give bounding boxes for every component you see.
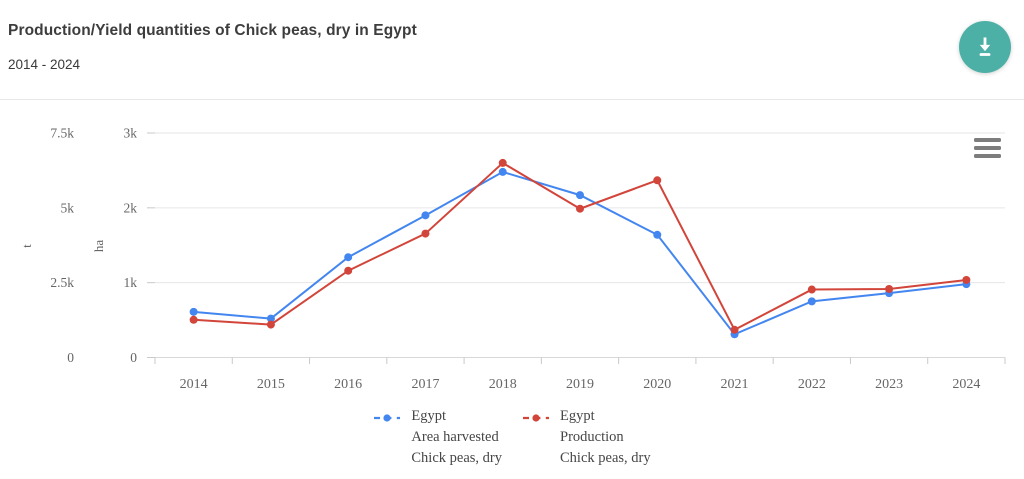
data-point[interactable]: [653, 230, 662, 239]
legend-line-country: Egypt: [560, 408, 595, 424]
data-point[interactable]: [344, 266, 353, 275]
x-axis-label: 2018: [489, 377, 517, 392]
date-range-subtitle: 2014 - 2024: [8, 57, 81, 72]
data-point[interactable]: [730, 325, 739, 334]
x-axis-label: 2022: [798, 377, 826, 392]
y-axis-tick-label-t: 0: [67, 350, 74, 365]
y-axis-tick-label-ha: 0: [130, 350, 137, 365]
x-axis-label: 2017: [411, 377, 439, 392]
data-point[interactable]: [498, 167, 507, 176]
page-title: Production/Yield quantities of Chick pea…: [8, 22, 417, 39]
data-point[interactable]: [344, 253, 353, 262]
data-point[interactable]: [653, 176, 662, 185]
data-point[interactable]: [421, 211, 430, 220]
x-axis-label: 2019: [566, 377, 594, 392]
download-button[interactable]: [959, 21, 1011, 73]
legend-item-area-harvested[interactable]: Egypt Area harvested Chick peas, dry: [373, 406, 502, 469]
data-point[interactable]: [189, 315, 198, 324]
header-divider: [0, 99, 1024, 100]
x-axis-label: 2024: [952, 377, 980, 392]
legend-item-production[interactable]: Egypt Production Chick peas, dry: [522, 406, 651, 469]
y-axis-tick-label-t: 7.5k: [50, 126, 74, 141]
x-axis-label: 2016: [334, 377, 362, 392]
data-point[interactable]: [189, 307, 198, 316]
chart-legend: Egypt Area harvested Chick peas, dry Egy…: [0, 406, 1024, 469]
data-point[interactable]: [807, 297, 816, 306]
y-axis-tick-label-ha: 1k: [124, 275, 138, 290]
hamburger-icon: [974, 146, 1001, 150]
hamburger-icon: [974, 154, 1001, 158]
y-axis-tick-label-ha: 3k: [124, 126, 138, 141]
legend-marker-icon: [523, 414, 549, 422]
data-point[interactable]: [498, 158, 507, 167]
x-axis-label: 2023: [875, 377, 903, 392]
x-axis-label: 2020: [643, 377, 671, 392]
data-point[interactable]: [885, 284, 894, 293]
legend-marker-icon: [374, 414, 401, 422]
y-axis-title-ha: ha: [91, 240, 106, 253]
legend-line-item: Chick peas, dry: [411, 450, 502, 466]
y-axis-title-t: t: [19, 244, 34, 248]
data-point[interactable]: [421, 229, 430, 238]
legend-line-element: Area harvested: [411, 429, 499, 445]
chart-menu-button[interactable]: [974, 138, 1001, 158]
x-axis-label: 2021: [721, 377, 749, 392]
legend-line-item: Chick peas, dry: [560, 450, 651, 466]
download-icon: [979, 37, 991, 56]
y-axis-tick-label-t: 2.5k: [50, 275, 74, 290]
x-axis-label: 2014: [180, 377, 208, 392]
x-axis-label: 2015: [257, 377, 285, 392]
legend-line-element: Production: [560, 429, 624, 445]
data-point[interactable]: [266, 320, 275, 329]
data-point[interactable]: [266, 314, 275, 323]
chart-area: 0 0 2.5k 1k 5k 2k 7.5k 3k t ha 2014 2015 2016 2017 201…: [0, 100, 1024, 479]
data-point[interactable]: [576, 204, 584, 213]
data-point[interactable]: [807, 285, 816, 294]
legend-line-country: Egypt: [411, 408, 447, 424]
series-line-production: [193, 161, 967, 332]
y-axis-tick-label-t: 5k: [61, 200, 75, 215]
hamburger-icon: [974, 138, 1001, 142]
line-chart: 0 0 2.5k 1k 5k 2k 7.5k 3k t ha 2014 2015 2016 2017 201…: [19, 126, 1006, 392]
data-point[interactable]: [576, 191, 584, 200]
y-axis-tick-label-ha: 2k: [124, 200, 138, 215]
data-point[interactable]: [962, 275, 971, 284]
